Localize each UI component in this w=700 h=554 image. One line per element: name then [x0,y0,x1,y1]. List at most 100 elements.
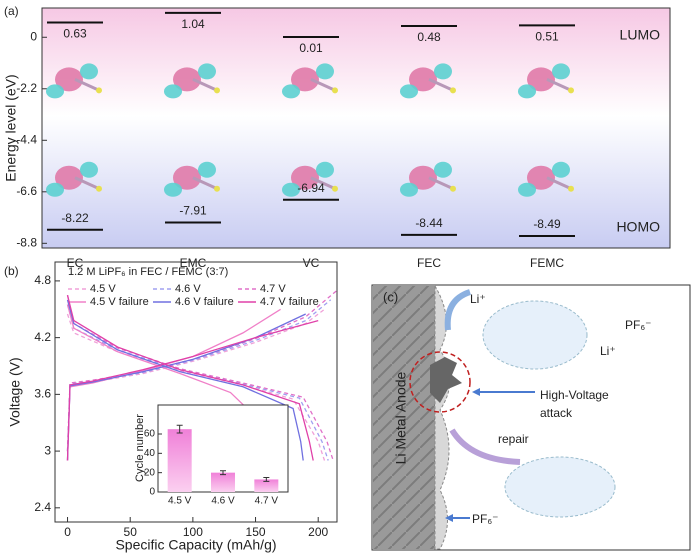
y-tick-label: 20 [144,467,156,478]
bar [167,429,192,492]
legend-label: 4.6 V [175,283,201,295]
arrow-head [445,514,453,522]
x-tick-label: VC [303,256,320,270]
legend-label: 4.6 V failure [175,296,234,308]
y-tick-label: -2.2 [16,81,37,95]
atom [568,185,574,192]
anion-label: PF₆⁻ [472,512,499,526]
curve [66,294,319,461]
orbital-lobe [80,161,98,178]
orbital-lobe [527,165,555,190]
attack-zone [409,351,471,413]
arrow [449,428,521,465]
panel-a-frame [41,7,671,249]
orbital-lobe [198,161,216,178]
x-tick-label: 50 [124,525,138,539]
orbital-lobe [291,165,319,190]
y-tick-label: 60 [144,429,156,440]
orbital-lobe [400,182,418,197]
x-tick-label: 150 [246,525,266,539]
legend-label: 4.7 V failure [260,296,319,308]
atom [332,185,338,192]
orbital-lobe [518,182,536,197]
value-label: 0.51 [535,29,559,43]
bar [254,479,279,492]
orbital-lobe [409,165,437,190]
orbital-lobe [55,67,83,92]
orbital-lobe [282,84,300,99]
attack-label: attack [540,406,573,420]
y-tick-label: 3 [44,443,51,457]
level-name: HOMO [616,219,660,235]
arrow-head [472,388,480,396]
orbital-lobe [46,182,64,197]
orbital-lobe [552,161,570,178]
x-tick-label: FEMC [530,256,564,270]
attack-label: High-Voltage [540,388,609,402]
atom [214,87,220,94]
orbital-lobe [434,63,452,80]
atom [450,87,456,94]
solvation-shell [482,300,588,370]
y-tick-label: 4.8 [34,273,51,287]
value-label: 0.01 [299,41,323,55]
orbital-lobe [164,182,182,197]
panel-label: (c) [383,289,398,304]
chart-subtitle: 1.2 M LiPF₆ in FEC / FEMC (3:7) [68,266,228,278]
value-label: 0.63 [63,27,87,41]
y-tick-label: 0 [149,487,155,498]
orbital-lobe [46,84,64,99]
x-axis-label: Specific Capacity (mAh/g) [115,537,276,553]
bond [546,176,570,190]
error-bar [263,477,270,482]
level-name: LUMO [620,27,661,43]
x-tick-label: 200 [308,525,328,539]
value-label: -6.94 [297,181,325,195]
anode [373,286,435,549]
atom [214,185,220,192]
bond [546,78,570,91]
atom [568,87,574,94]
ion-label: Li⁺ [600,344,616,358]
bond [74,176,98,190]
orbital-lobe [282,182,300,197]
orbital-lobe [316,63,334,80]
x-tick-label: 0 [64,525,71,539]
panel-label: (b) [4,264,19,278]
y-tick-label: -4.4 [16,132,37,146]
panel-c: Li Metal Anode (c) Li⁺ Li⁺ PF₆⁻ PF₆⁻ Hig… [371,284,691,551]
value-label: -7.91 [179,204,207,218]
x-tick-label: EMC [180,256,207,270]
y-tick-label: 40 [144,448,156,459]
y-tick-label: -6.6 [16,184,37,198]
value-label: -8.49 [533,217,561,231]
y-axis-label: Voltage (V) [7,357,23,426]
orbital-lobe [291,67,319,92]
orbital-lobe [518,84,536,99]
bond [192,176,216,190]
bond [310,78,334,91]
x-tick-label: 4.5 V [168,496,192,507]
x-tick-label: 100 [183,525,203,539]
atom [332,87,338,94]
orbital-lobe [552,63,570,80]
orbital-lobe [527,67,555,92]
y-axis-label: Cycle number [134,414,146,482]
legend-label: 4.7 V [260,283,286,295]
bond [310,176,334,190]
atom [450,185,456,192]
bar [211,472,235,492]
y-tick-label: -8.8 [16,235,37,249]
crack [430,357,462,403]
y-tick-label: 0 [30,29,37,43]
error-bar [220,470,226,476]
orbital-lobe [80,63,98,80]
legend-label: 4.5 V [90,283,116,295]
legend-label: 4.5 V failure [90,296,149,308]
error-bar [176,424,183,434]
y-axis-label: Energy level (eV) [3,74,19,181]
panel-label: (a) [4,4,19,18]
orbital-lobe [434,161,452,178]
